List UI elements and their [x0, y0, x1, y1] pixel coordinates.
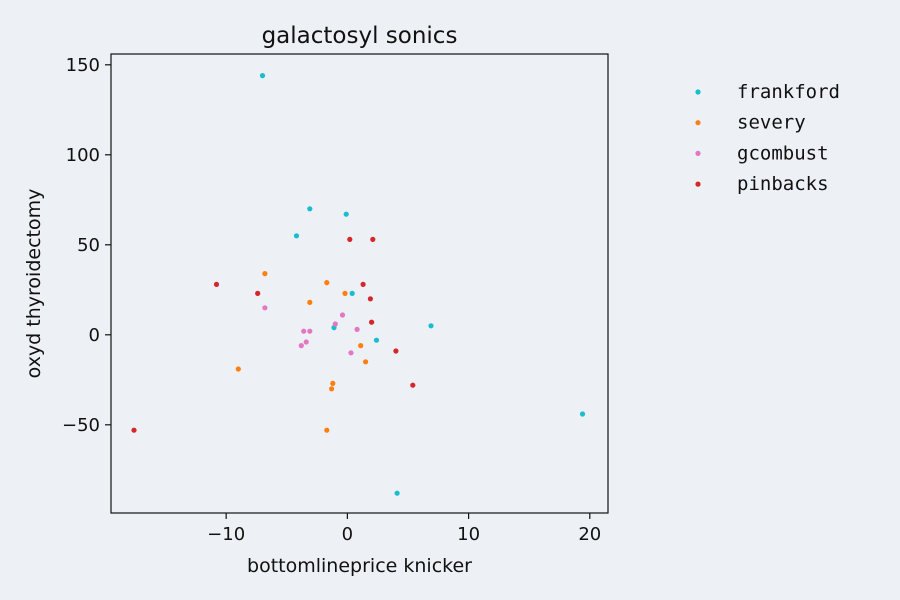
point-severy-8 [329, 386, 335, 392]
legend-label-severy: severy [737, 112, 806, 134]
point-pinbacks-8 [410, 382, 416, 388]
point-gcombust-0 [262, 305, 268, 311]
x-axis-ticks: −10 0 10 20 [207, 513, 601, 545]
legend-label-frankford: frankford [737, 81, 840, 103]
x-tick-label: 20 [578, 524, 601, 545]
y-tick-label: 0 [89, 325, 100, 346]
point-pinbacks-5 [367, 296, 373, 302]
legend-marker-frankford [695, 89, 701, 95]
point-gcombust-3 [354, 326, 360, 332]
y-tick-label: 100 [66, 145, 100, 166]
point-gcombust-8 [348, 350, 354, 356]
point-severy-9 [324, 427, 330, 433]
plot-area [111, 54, 608, 513]
point-gcombust-5 [307, 328, 313, 334]
point-pinbacks-4 [360, 281, 366, 287]
plot-frame [110, 53, 609, 514]
data-points [131, 73, 586, 496]
y-tick-label: 150 [66, 55, 100, 76]
y-axis-ticks: −50 0 50 100 150 [62, 55, 111, 436]
chart-title: galactosyl sonics [262, 23, 458, 49]
point-frankford-0 [259, 73, 266, 79]
legend-label-pinbacks: pinbacks [737, 173, 829, 195]
x-tick-label: 0 [342, 524, 353, 545]
point-gcombust-1 [339, 312, 346, 318]
point-frankford-2 [293, 233, 300, 239]
point-gcombust-4 [301, 328, 307, 334]
point-frankford-6 [373, 337, 380, 343]
point-pinbacks-9 [131, 427, 137, 433]
point-severy-2 [307, 299, 313, 305]
point-pinbacks-1 [370, 236, 376, 242]
point-pinbacks-3 [255, 290, 261, 296]
point-pinbacks-0 [347, 236, 353, 242]
point-severy-6 [363, 359, 369, 365]
point-frankford-9 [394, 490, 400, 496]
legend: frankford severy gcombust pinbacks [695, 81, 840, 195]
legend-marker-severy [695, 120, 701, 126]
point-gcombust-7 [298, 343, 304, 349]
point-gcombust-6 [303, 339, 309, 345]
point-severy-5 [358, 343, 364, 349]
legend-marker-gcombust [695, 150, 701, 156]
point-frankford-4 [349, 290, 355, 296]
y-tick-label: 50 [77, 235, 100, 256]
point-severy-0 [262, 271, 268, 277]
x-tick-label: −10 [207, 524, 245, 545]
y-axis-label: oxyd thyroidectomy [23, 189, 45, 379]
point-pinbacks-6 [369, 319, 375, 325]
point-pinbacks-7 [393, 348, 399, 354]
x-tick-label: 10 [457, 524, 480, 545]
point-gcombust-2 [332, 321, 338, 327]
point-severy-3 [342, 290, 348, 296]
point-severy-4 [235, 366, 241, 372]
point-frankford-1 [307, 206, 313, 212]
point-severy-7 [330, 380, 336, 386]
point-pinbacks-2 [213, 281, 220, 287]
x-axis-label: bottomlineprice knicker [247, 555, 472, 577]
point-frankford-7 [428, 323, 434, 329]
point-frankford-8 [579, 411, 586, 417]
point-severy-1 [324, 280, 330, 286]
legend-marker-pinbacks [695, 181, 701, 187]
legend-label-gcombust: gcombust [737, 142, 829, 164]
point-frankford-3 [343, 211, 349, 217]
y-tick-label: −50 [62, 415, 100, 436]
